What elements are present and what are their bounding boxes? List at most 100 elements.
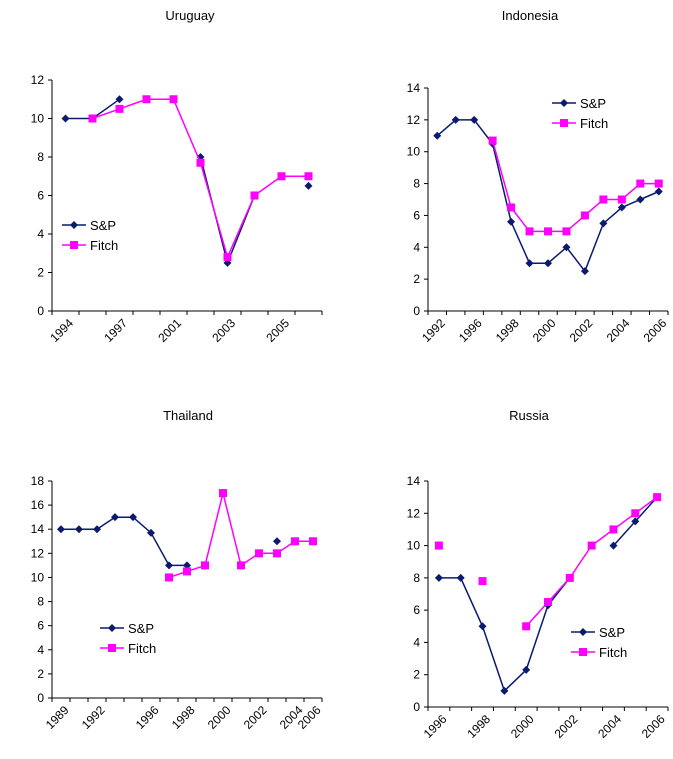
data-point	[488, 136, 497, 145]
data-point	[525, 227, 534, 236]
x-tick-label: 1998	[169, 703, 198, 732]
data-point	[654, 187, 663, 196]
legend: S&P Fitch	[100, 621, 156, 656]
data-point	[580, 267, 589, 276]
legend-label: Fitch	[599, 645, 627, 660]
data-point	[500, 686, 509, 695]
data-point	[631, 509, 640, 518]
x-tick-label: 2006	[641, 316, 670, 345]
chart-uruguay: Uruguay 0 2 4 6 8 10 12 1994 1997 2001 2003 2005 S&P F…	[31, 8, 323, 345]
x-tick-label: 1992	[419, 316, 448, 345]
legend-item-fitch: Fitch	[571, 645, 627, 660]
data-point	[654, 179, 663, 188]
y-tick-label: 14	[31, 522, 45, 536]
data-point	[165, 573, 173, 582]
y-tick-label: 12	[31, 73, 45, 87]
data-point	[433, 131, 442, 140]
data-point	[636, 195, 645, 204]
x-tick-label: 2004	[595, 712, 624, 741]
data-point	[111, 513, 119, 522]
y-tick-label: 2	[413, 272, 420, 286]
legend-marker	[560, 119, 568, 127]
data-point	[196, 158, 205, 167]
y-tick-label: 2	[37, 667, 44, 681]
legend-marker	[108, 644, 116, 652]
legend-marker	[579, 628, 587, 636]
data-point	[57, 525, 65, 534]
y-tick-label: 0	[413, 304, 420, 318]
chart-title: Thailand	[163, 408, 213, 423]
data-point	[456, 573, 465, 582]
legend: S&P Fitch	[62, 218, 118, 253]
y-tick-label: 6	[37, 189, 44, 203]
y-tick-label: 10	[31, 570, 45, 584]
y-tick-label: 12	[31, 546, 45, 560]
data-point	[115, 104, 124, 113]
data-point	[609, 525, 618, 534]
data-point	[544, 227, 552, 236]
x-tick-label: 1997	[101, 316, 130, 345]
series-fitch	[488, 136, 663, 236]
x-tick-label: 1996	[456, 316, 485, 345]
y-tick-label: 6	[413, 208, 420, 222]
chart-title: Indonesia	[502, 8, 559, 23]
data-point	[115, 95, 124, 104]
legend-marker	[70, 221, 78, 229]
data-point	[599, 195, 608, 204]
y-tick-label: 8	[413, 177, 420, 191]
data-point	[147, 528, 155, 537]
data-point	[653, 493, 662, 502]
y-tick-label: 2	[413, 668, 420, 682]
x-tick-label: 1996	[133, 703, 162, 732]
series-line	[491, 140, 659, 233]
data-point	[183, 561, 191, 570]
x-tick-label: 2002	[552, 712, 581, 741]
legend-marker	[108, 624, 116, 632]
series-s-p	[433, 115, 663, 276]
data-point	[304, 172, 313, 181]
x-tick-label: 1998	[493, 316, 522, 345]
chart-title: Uruguay	[165, 8, 215, 23]
data-point	[291, 537, 299, 546]
data-point	[617, 195, 626, 204]
data-point	[544, 598, 552, 607]
data-point	[478, 622, 487, 631]
data-point	[237, 561, 245, 570]
data-point	[93, 525, 101, 534]
chart-indonesia: Indonesia 0 2 4 6 8 10 12 14 1992 1996 1998 2000 2002…	[407, 8, 670, 345]
x-tick-label: 2000	[508, 712, 537, 741]
data-point	[61, 114, 70, 123]
data-point	[617, 203, 626, 212]
data-point	[277, 172, 286, 181]
legend-label: Fitch	[580, 116, 608, 131]
legend-label: Fitch	[128, 641, 156, 656]
legend-marker	[70, 241, 78, 249]
data-point	[609, 541, 618, 550]
y-tick-label: 0	[37, 691, 44, 705]
data-point	[250, 191, 259, 200]
data-point	[273, 549, 281, 558]
series-line	[438, 577, 571, 693]
y-tick-label: 4	[37, 643, 44, 657]
data-point	[507, 217, 516, 226]
data-point	[309, 537, 317, 546]
legend: S&P Fitch	[571, 625, 627, 660]
y-tick-label: 16	[31, 498, 45, 512]
series-fitch	[88, 95, 313, 262]
data-point	[169, 95, 178, 104]
x-tick-label: 2000	[205, 703, 234, 732]
y-tick-label: 0	[413, 700, 420, 714]
series-line	[61, 516, 187, 567]
data-point	[223, 253, 232, 262]
data-point	[599, 219, 608, 228]
data-point	[255, 549, 263, 558]
data-point	[142, 95, 151, 104]
legend-item-sp: S&P	[571, 625, 625, 640]
data-point	[522, 622, 531, 631]
x-tick-label: 1996	[421, 712, 450, 741]
series-fitch	[165, 489, 317, 582]
x-tick-label: 1989	[43, 703, 72, 732]
series-fitch	[434, 493, 662, 631]
legend: S&P Fitch	[552, 96, 608, 131]
